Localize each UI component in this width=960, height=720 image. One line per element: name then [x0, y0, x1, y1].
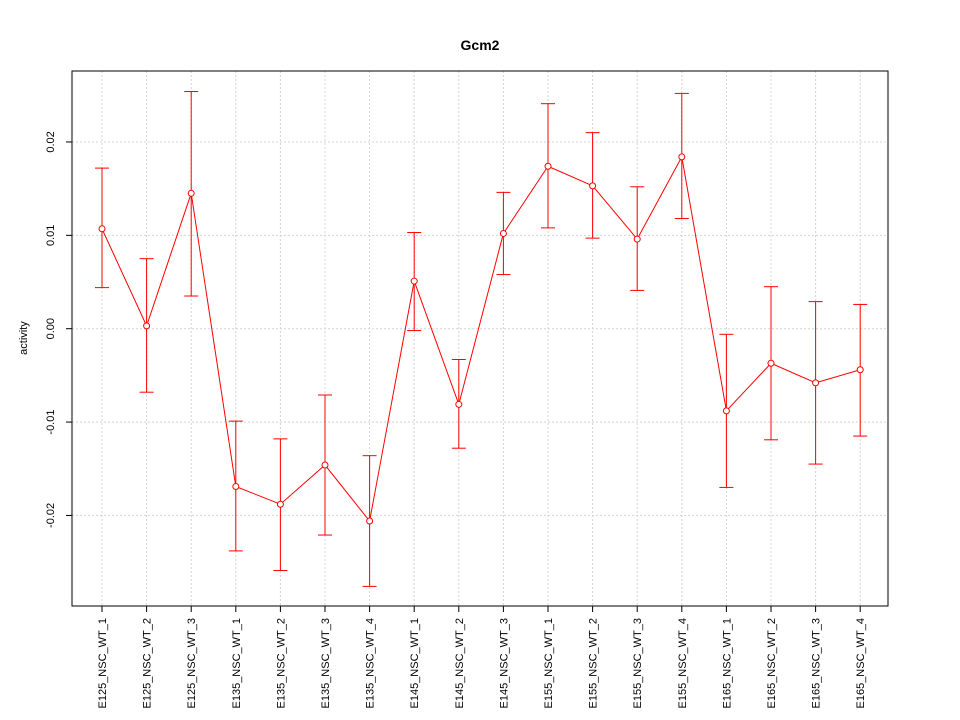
data-point	[143, 322, 151, 330]
data-point	[767, 359, 775, 367]
y-axis-label: activity	[18, 321, 30, 355]
x-tick-label: E125_NSC_WT_2	[142, 618, 154, 709]
x-tick-label: E155_NSC_WT_1	[543, 618, 555, 709]
data-point	[499, 229, 507, 237]
data-point	[232, 482, 240, 490]
x-tick-label: E165_NSC_WT_3	[811, 618, 823, 709]
data-point	[98, 225, 106, 233]
data-point	[812, 379, 820, 387]
data-point	[410, 277, 418, 285]
x-tick-label: E145_NSC_WT_2	[454, 618, 466, 709]
data-point	[722, 407, 730, 415]
y-tick-label: 0.00	[45, 318, 57, 339]
x-tick-label: E165_NSC_WT_4	[855, 618, 867, 709]
grid	[72, 71, 888, 606]
x-tick-label: E165_NSC_WT_2	[766, 618, 778, 709]
series-line	[101, 155, 861, 523]
x-tick-label: E165_NSC_WT_1	[721, 618, 733, 709]
data-point	[321, 461, 329, 469]
y-tick-label: 0.02	[45, 131, 57, 152]
x-tick-label: E145_NSC_WT_3	[498, 618, 510, 709]
x-tick-label: E125_NSC_WT_1	[97, 618, 109, 709]
data-point	[276, 500, 284, 508]
chart-title: Gcm2	[461, 37, 500, 53]
data-point	[678, 153, 686, 161]
y-tick-label: -0.01	[45, 410, 57, 435]
x-axis: E125_NSC_WT_1 E125_NSC_WT_2 E125_NSC_WT_3 E…	[97, 606, 867, 709]
y-tick-label: 0.01	[45, 225, 57, 246]
x-tick-label: E145_NSC_WT_1	[409, 618, 421, 709]
x-tick-label: E135_NSC_WT_3	[320, 618, 332, 709]
plot-frame	[71, 70, 889, 607]
x-tick-label: E135_NSC_WT_1	[231, 618, 243, 709]
data-point	[856, 366, 864, 374]
x-tick-label: E135_NSC_WT_4	[365, 618, 377, 709]
data-point	[544, 162, 552, 170]
data-point	[633, 235, 641, 243]
data-series	[95, 91, 868, 587]
x-tick-label: E125_NSC_WT_3	[186, 618, 198, 709]
y-tick-label: -0.02	[45, 503, 57, 528]
x-tick-label: E135_NSC_WT_2	[275, 618, 287, 709]
y-axis: -0.02 -0.01 0.00 0.01 0.02	[45, 131, 72, 528]
x-tick-label: E155_NSC_WT_4	[677, 618, 689, 709]
data-point	[187, 189, 195, 197]
data-point	[366, 517, 374, 525]
x-tick-label: E155_NSC_WT_3	[632, 618, 644, 709]
data-point	[455, 400, 463, 408]
x-tick-label: E155_NSC_WT_2	[588, 618, 600, 709]
data-point	[589, 182, 597, 190]
